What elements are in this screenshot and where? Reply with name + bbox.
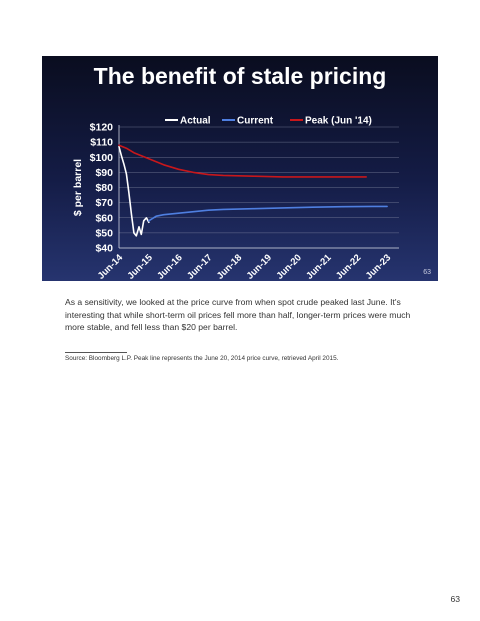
caption-paragraph: As a sensitivity, we looked at the price… (65, 297, 411, 332)
y-tick-label: $50 (95, 227, 113, 239)
slide-number: 63 (423, 269, 431, 276)
series-line (118, 144, 368, 178)
series-line (148, 205, 388, 222)
page-number: 63 (450, 594, 460, 604)
x-tick-label: Jun-20 (274, 252, 303, 281)
x-tick-label: Jun-18 (215, 252, 244, 281)
y-tick-label: $110 (90, 137, 113, 149)
y-tick-label: $80 (95, 182, 113, 194)
x-tick-label: Jun-23 (364, 252, 393, 281)
legend-label: Peak (Jun '14) (305, 116, 372, 127)
x-tick-label: Jun-17 (185, 252, 214, 281)
y-tick-label: $70 (95, 197, 113, 209)
y-tick-label: $60 (95, 212, 113, 224)
x-tick-label: Jun-15 (125, 252, 155, 281)
chart-slide: The benefit of stale pricing $40 $50 $60 $7… (42, 56, 438, 281)
slide-title: The benefit of stale pricing (93, 63, 387, 89)
x-tick-label: Jun-16 (155, 252, 184, 281)
y-axis-label: $ per barrel (72, 159, 84, 216)
y-tick-label: $100 (90, 152, 114, 164)
y-tick-label: $90 (95, 167, 113, 179)
footnote-divider (65, 352, 127, 353)
y-tick-label: $40 (95, 243, 113, 255)
x-tick-label: Jun-19 (245, 252, 274, 281)
x-tick-label: Jun-14 (96, 252, 126, 281)
legend-label: Current (237, 116, 274, 127)
legend-label: Actual (180, 116, 211, 127)
series-line (118, 145, 150, 237)
source-note: Source: Bloomberg L.P. Peak line represe… (65, 355, 339, 362)
x-tick-label: Jun-22 (334, 252, 363, 281)
x-tick-label: Jun-21 (304, 252, 334, 281)
y-tick-label: $120 (90, 122, 114, 134)
